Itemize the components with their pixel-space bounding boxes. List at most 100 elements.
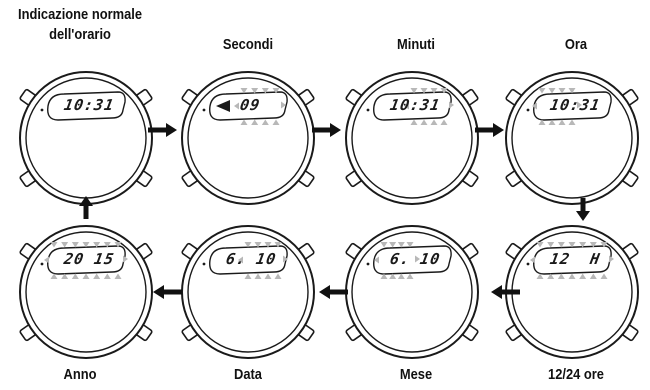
- blink-marker-icon: [430, 88, 438, 94]
- blink-marker-icon: [254, 273, 262, 279]
- arrow-right-icon: [475, 123, 504, 137]
- arrow-left-icon: [491, 285, 520, 299]
- watch-case-icon: [181, 71, 315, 205]
- watch-case-icon: [345, 71, 479, 205]
- blink-marker-icon: [548, 119, 556, 125]
- label-12-24-hour: 12/24 ore: [548, 366, 604, 383]
- blink-marker-icon: [264, 273, 272, 279]
- blink-marker-icon: [538, 88, 546, 94]
- indicator-dot: [366, 262, 370, 266]
- blink-marker-icon: [103, 273, 111, 279]
- lcd-digits: 6. 10: [224, 250, 278, 268]
- label-hour: Ora: [564, 36, 588, 53]
- blink-marker-icon: [114, 273, 122, 279]
- blink-marker-icon: [123, 255, 128, 263]
- blink-marker-icon: [274, 242, 282, 248]
- blink-marker-icon: [244, 242, 252, 248]
- blink-marker-icon: [114, 242, 122, 248]
- blink-marker-icon: [440, 119, 448, 125]
- label-seconds: Secondi: [222, 36, 274, 53]
- watch-12-24-hour: 12 H: [492, 212, 650, 372]
- blink-marker-icon: [82, 273, 90, 279]
- watch-minutes: 10:31: [332, 58, 492, 218]
- blink-marker-icon: [420, 119, 428, 125]
- blink-marker-icon: [274, 273, 282, 279]
- blink-marker-icon: [234, 102, 239, 110]
- arrow-up-icon: [79, 196, 93, 219]
- indicator-dot: [40, 108, 44, 112]
- lcd-window: [47, 91, 126, 121]
- blink-marker-icon: [281, 101, 286, 109]
- arrow-right-icon: [148, 123, 177, 137]
- blink-marker-icon: [82, 242, 90, 248]
- watch-case-icon: [505, 71, 639, 205]
- blink-marker-icon: [380, 273, 388, 279]
- blink-marker-icon: [406, 273, 414, 279]
- blink-marker-icon: [538, 119, 546, 125]
- blink-marker-icon: [406, 242, 414, 248]
- blink-marker-icon: [557, 273, 565, 279]
- blink-marker-icon: [415, 255, 420, 263]
- lcd-window: [533, 91, 612, 121]
- label-normal-time-line1: Indicazione normale: [17, 6, 143, 23]
- arrow-right-icon: [312, 123, 341, 137]
- watch-case-icon: [19, 71, 153, 205]
- label-year: Anno: [63, 366, 97, 383]
- seconds-pointer-icon: [216, 100, 230, 112]
- blink-marker-icon: [530, 256, 535, 264]
- blink-marker-icon: [283, 255, 288, 263]
- lcd-digits: 6. 10: [388, 250, 442, 268]
- blink-marker-icon: [557, 242, 565, 248]
- blink-marker-icon: [251, 88, 259, 94]
- blink-marker-icon: [93, 242, 101, 248]
- blink-marker-icon: [568, 119, 576, 125]
- blink-marker-icon: [430, 119, 438, 125]
- lcd-window: [373, 245, 452, 275]
- blink-marker-icon: [254, 242, 262, 248]
- indicator-dot: [40, 262, 44, 266]
- blink-marker-icon: [600, 273, 608, 279]
- watch-case-icon: [181, 225, 315, 359]
- blink-marker-icon: [547, 273, 555, 279]
- label-minutes: Minuti: [397, 36, 435, 53]
- indicator-dot: [366, 108, 370, 112]
- blink-marker-icon: [589, 273, 597, 279]
- blink-marker-icon: [577, 101, 582, 109]
- blink-marker-icon: [50, 273, 58, 279]
- blink-marker-icon: [61, 273, 69, 279]
- lcd-digits: 10:31: [62, 96, 116, 114]
- blink-marker-icon: [420, 88, 428, 94]
- watch-hour: 10:31: [492, 58, 650, 218]
- watch-year: 20 15: [6, 212, 166, 372]
- arrow-down-icon: [576, 198, 590, 221]
- lcd-window: [209, 91, 288, 121]
- blink-marker-icon: [71, 242, 79, 248]
- indicator-dot: [202, 262, 206, 266]
- blink-marker-icon: [261, 88, 269, 94]
- blink-marker-icon: [404, 102, 409, 110]
- blink-marker-icon: [244, 273, 252, 279]
- blink-marker-icon: [272, 119, 280, 125]
- blink-marker-icon: [238, 256, 243, 264]
- blink-marker-icon: [50, 242, 58, 248]
- blink-marker-icon: [272, 88, 280, 94]
- watch-case-icon: [505, 225, 639, 359]
- lcd-digits: 20 15: [62, 250, 116, 268]
- blink-marker-icon: [600, 242, 608, 248]
- blink-marker-icon: [389, 273, 397, 279]
- label-month: Mese: [399, 366, 433, 383]
- arrow-left-icon: [319, 285, 348, 299]
- blink-marker-icon: [568, 242, 576, 248]
- blink-marker-icon: [449, 101, 454, 109]
- blink-marker-icon: [589, 242, 597, 248]
- blink-marker-icon: [548, 88, 556, 94]
- watch-seconds: 09: [168, 58, 328, 218]
- blink-marker-icon: [547, 242, 555, 248]
- blink-marker-icon: [389, 242, 397, 248]
- blink-marker-icon: [93, 273, 101, 279]
- blink-marker-icon: [536, 273, 544, 279]
- label-date: Data: [234, 366, 262, 383]
- lcd-digits: 12 H: [548, 250, 602, 268]
- blink-marker-icon: [579, 273, 587, 279]
- blink-marker-icon: [397, 273, 405, 279]
